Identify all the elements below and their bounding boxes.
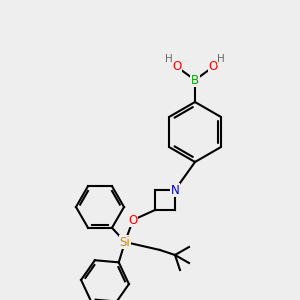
Text: B: B	[191, 74, 199, 86]
Text: N: N	[171, 184, 179, 196]
Text: O: O	[172, 61, 182, 74]
Text: H: H	[165, 54, 173, 64]
Text: O: O	[128, 214, 138, 226]
Text: H: H	[217, 54, 225, 64]
Text: O: O	[208, 61, 217, 74]
Text: Si: Si	[120, 236, 130, 248]
